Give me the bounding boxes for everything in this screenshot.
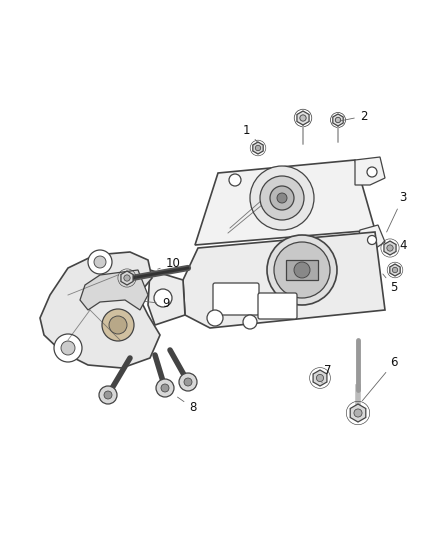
FancyBboxPatch shape: [213, 283, 259, 315]
Circle shape: [274, 242, 330, 298]
Circle shape: [109, 316, 127, 334]
Polygon shape: [195, 160, 375, 245]
Circle shape: [336, 117, 341, 123]
Circle shape: [184, 378, 192, 386]
Polygon shape: [355, 225, 385, 252]
Circle shape: [229, 174, 241, 186]
Polygon shape: [121, 271, 133, 285]
Circle shape: [354, 409, 362, 417]
Circle shape: [367, 167, 377, 177]
Polygon shape: [183, 232, 385, 328]
Polygon shape: [80, 270, 148, 310]
Circle shape: [102, 309, 134, 341]
Circle shape: [156, 379, 174, 397]
Circle shape: [161, 384, 169, 392]
Circle shape: [99, 386, 117, 404]
Circle shape: [267, 235, 337, 305]
Polygon shape: [390, 264, 400, 276]
Circle shape: [367, 236, 377, 245]
Text: 10: 10: [158, 257, 180, 270]
Circle shape: [387, 245, 393, 251]
Circle shape: [277, 193, 287, 203]
Polygon shape: [355, 157, 385, 185]
Circle shape: [207, 310, 223, 326]
Circle shape: [54, 334, 82, 362]
Circle shape: [88, 250, 112, 274]
Circle shape: [243, 315, 257, 329]
Text: 6: 6: [362, 356, 398, 401]
Polygon shape: [384, 241, 396, 255]
Circle shape: [294, 262, 310, 278]
Circle shape: [300, 115, 306, 121]
Circle shape: [124, 275, 130, 281]
Text: 2: 2: [340, 110, 367, 123]
Circle shape: [316, 374, 324, 382]
Polygon shape: [148, 270, 185, 325]
Text: 9: 9: [145, 297, 170, 310]
Polygon shape: [350, 404, 366, 422]
Text: 1: 1: [243, 124, 258, 142]
Text: 8: 8: [177, 397, 196, 414]
Polygon shape: [313, 370, 327, 386]
Circle shape: [154, 289, 172, 307]
Polygon shape: [253, 142, 263, 154]
FancyBboxPatch shape: [258, 293, 297, 319]
Text: 3: 3: [387, 191, 406, 232]
Text: 4: 4: [394, 239, 407, 253]
Polygon shape: [333, 114, 343, 126]
Circle shape: [260, 176, 304, 220]
Text: 7: 7: [322, 364, 332, 383]
Circle shape: [250, 166, 314, 230]
Text: 5: 5: [383, 274, 398, 294]
Circle shape: [94, 256, 106, 268]
Circle shape: [255, 146, 261, 151]
Polygon shape: [297, 111, 309, 125]
Circle shape: [104, 391, 112, 399]
Polygon shape: [40, 252, 160, 368]
Polygon shape: [286, 260, 318, 280]
Circle shape: [392, 268, 398, 273]
Circle shape: [179, 373, 197, 391]
Circle shape: [61, 341, 75, 355]
Circle shape: [270, 186, 294, 210]
